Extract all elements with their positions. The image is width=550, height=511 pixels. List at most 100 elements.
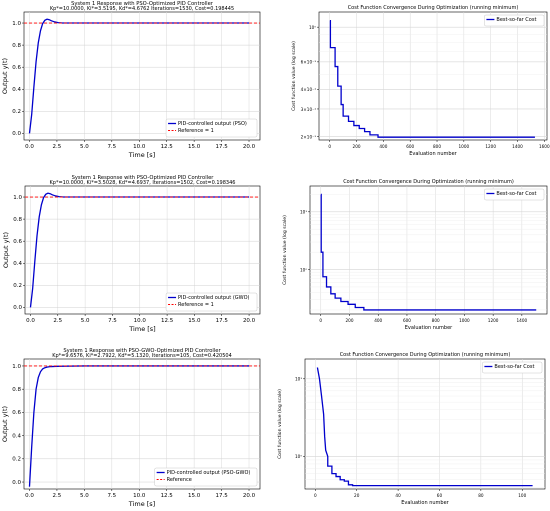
x-tick-label: 0 [328, 144, 331, 149]
series-line-1 [320, 193, 537, 311]
legend-label: Best-so-far Cost [496, 17, 536, 23]
chart-subtitle: Kp*=10.0000, Ki*=3.5028, Kd*=4.6937, Ite… [50, 180, 236, 186]
y-tick-label: 6×10⁻¹ [301, 60, 317, 65]
x-tick-label: 10.0 [133, 493, 146, 499]
y-axis-label: Cost function value (log scale) [291, 41, 297, 111]
legend-label: Reference = 1 [178, 128, 214, 134]
chart-6: 0 20 40 60 80 100 10¹ 10⁰ Cost Function Converge… [277, 352, 546, 506]
chart-subtitle: Kp*=9.6576, Ki*=2.7922, Kd*=5.1320, Iter… [52, 353, 232, 359]
y-tick-label: 1.0 [12, 21, 21, 27]
y-axis-label: Output y(t) [1, 406, 9, 442]
x-tick-label: 12.5 [161, 493, 174, 499]
y-tick-label: 0.8 [12, 43, 21, 49]
chart-title: Cost Function Convergence During Optimiz… [348, 5, 519, 11]
legend-box [154, 467, 258, 487]
series-line-1 [316, 367, 533, 487]
y-axis-label: Cost function value (log scale) [282, 215, 288, 285]
y-tick-label: 10⁰ [300, 267, 307, 272]
x-tick-label: 2.5 [53, 318, 62, 324]
x-tick-label: 400 [379, 144, 387, 149]
chart-title: System 1 Response with PSO-Optimized PID… [72, 175, 215, 181]
legend-label: PID-controlled output (PSO-GWO) [167, 470, 251, 476]
x-tick-label: 1600 [539, 144, 550, 149]
legend-box [165, 292, 258, 312]
chart-title: Cost Function Convergence During Optimiz… [340, 352, 511, 358]
x-tick-label: 400 [374, 318, 382, 323]
y-tick-label: 4×10⁻¹ [301, 87, 317, 92]
y-tick-label: 0.8 [12, 387, 21, 393]
y-tick-label: 10¹ [295, 377, 302, 382]
x-tick-label: 7.5 [107, 144, 116, 150]
legend-label: PID-controlled output (GWO) [178, 295, 249, 301]
y-tick-label: 0.2 [12, 457, 21, 463]
y-tick-label: 0.0 [12, 480, 21, 486]
plot-area [304, 358, 546, 490]
y-tick-label: 10⁰ [295, 454, 302, 459]
y-tick-label: 2×10⁻¹ [301, 134, 317, 139]
y-tick-label: 1.0 [12, 364, 21, 370]
legend-label: Reference = 1 [178, 302, 214, 308]
x-tick-label: 0 [319, 318, 322, 323]
x-tick-label: 60 [437, 493, 443, 498]
legend-box [165, 118, 258, 138]
legend-label: Reference [167, 477, 192, 483]
x-tick-label: 10.0 [134, 318, 147, 324]
x-tick-label: 7.5 [107, 493, 116, 499]
x-tick-label: 20.0 [243, 144, 256, 150]
x-tick-label: 5.0 [80, 144, 89, 150]
x-tick-label: 20.0 [243, 493, 256, 499]
legend: PID-controlled output (GWO)Reference = 1 [165, 292, 258, 312]
y-tick-label: 0.4 [12, 433, 21, 439]
y-tick-label: 3×10⁻¹ [301, 107, 317, 112]
y-tick-label: 1.0 [13, 195, 22, 201]
x-tick-label: 600 [403, 318, 411, 323]
y-tick-label: 0.8 [13, 217, 22, 223]
x-tick-label: 12.5 [161, 318, 174, 324]
legend: Best-so-far Cost [482, 361, 543, 374]
x-tick-label: 20 [354, 493, 360, 498]
x-tick-label: 1400 [512, 144, 523, 149]
legend: Best-so-far Cost [484, 14, 545, 27]
x-tick-label: 40 [395, 493, 401, 498]
x-tick-label: 2.5 [53, 144, 62, 150]
x-tick-label: 2.5 [53, 493, 62, 499]
x-tick-label: 20.0 [243, 318, 256, 324]
x-tick-label: 17.5 [216, 318, 229, 324]
x-axis-label: Evaluation number [401, 500, 449, 506]
series-line-1 [28, 365, 250, 487]
legend-label: PID-controlled output (PSO) [178, 121, 247, 127]
x-tick-label: 15.0 [188, 144, 201, 150]
x-tick-label: 15.0 [188, 493, 201, 499]
chart-title: System 1 Response with PSO-GWO-Optimized… [63, 348, 221, 354]
y-axis-label: Output y(t) [1, 58, 9, 94]
legend: PID-controlled output (PSO)Reference = 1 [165, 118, 258, 138]
plot-area [24, 185, 261, 315]
x-axis-label: Time [s] [128, 500, 155, 507]
series-line-1 [29, 192, 250, 308]
y-tick-label: 0.6 [12, 410, 21, 416]
legend-label: Best-so-far Cost [494, 364, 534, 370]
x-tick-label: 1000 [459, 318, 470, 323]
x-tick-label: 0.0 [25, 144, 34, 150]
legend-label: Best-so-far Cost [496, 191, 536, 197]
y-tick-label: 0.6 [13, 239, 22, 245]
x-tick-label: 5.0 [81, 318, 90, 324]
plot-area [23, 358, 261, 490]
legend-box [482, 361, 543, 374]
x-tick-label: 1200 [488, 318, 499, 323]
x-tick-label: 1200 [485, 144, 496, 149]
plot-area [309, 185, 548, 315]
x-tick-label: 0.0 [25, 493, 34, 499]
x-tick-label: 7.5 [108, 318, 117, 324]
x-axis-label: Evaluation number [409, 151, 457, 157]
y-tick-label: 0.4 [12, 87, 21, 93]
x-tick-label: 800 [432, 318, 440, 323]
y-tick-label: 0.6 [12, 65, 21, 71]
y-axis-label: Cost function value (log scale) [277, 389, 283, 459]
chart-4: 0 200 400 600 800 1000 1200 1400 10¹ 10⁰ Cost Func… [282, 179, 548, 331]
y-tick-label: 10⁰ [309, 25, 316, 30]
y-tick-label: 10¹ [300, 210, 307, 215]
plot-area [23, 11, 261, 141]
x-tick-label: 0 [314, 493, 317, 498]
